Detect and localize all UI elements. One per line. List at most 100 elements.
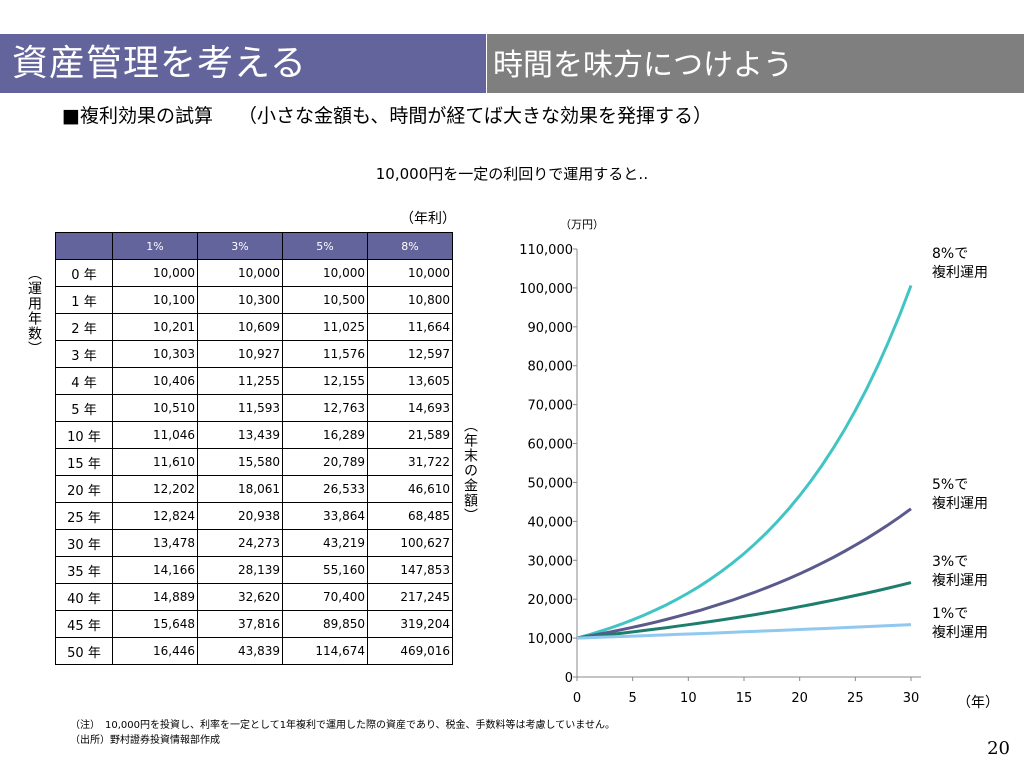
x-tick-label: 25 <box>847 691 864 706</box>
table-body: 0 年 10,000 10,000 10,000 10,000 1 年 10,100 10,3… <box>55 259 453 665</box>
y-tick-label: 70,000 <box>528 399 574 414</box>
y-tick-label: 90,000 <box>528 321 574 336</box>
y-tick-label: 0 <box>565 671 573 686</box>
y-tick-label: 20,000 <box>528 593 574 608</box>
value-cell: 10,609 <box>197 313 283 341</box>
y-tick-label: 50,000 <box>528 476 574 491</box>
page-number: 20 <box>987 738 1010 759</box>
value-cell: 15,648 <box>112 610 198 638</box>
value-cell: 10,800 <box>367 286 453 314</box>
x-tick-label: 15 <box>736 691 753 706</box>
year-cell: 35 年 <box>55 556 113 584</box>
value-cell: 12,597 <box>367 340 453 368</box>
y-tick-label: 60,000 <box>528 438 574 453</box>
series-line-1 <box>576 507 912 640</box>
table-row: 2 年 10,201 10,609 11,025 11,664 <box>55 313 453 341</box>
value-cell: 16,289 <box>282 421 368 449</box>
value-cell: 12,824 <box>112 502 198 530</box>
value-cell: 26,533 <box>282 475 368 503</box>
value-cell: 24,273 <box>197 529 283 557</box>
chart-title: 10,000円を一定の利回りで運用すると‥ <box>375 165 649 183</box>
y-tick-label: 40,000 <box>528 515 574 530</box>
table-row: 20 年 12,202 18,061 26,533 46,610 <box>55 475 453 503</box>
y-tick-label: 30,000 <box>528 554 574 569</box>
table-row: 1 年 10,100 10,300 10,500 10,800 <box>55 286 453 314</box>
series-line-2 <box>576 581 912 640</box>
table-header-row: 1% 3% 5% 8% <box>55 232 453 260</box>
year-cell: 2 年 <box>55 313 113 341</box>
value-cell: 32,620 <box>197 583 283 611</box>
x-tick-label: 0 <box>573 691 581 706</box>
page-subtitle: 時間を味方につけよう <box>487 34 1024 93</box>
year-cell: 45 年 <box>55 610 113 638</box>
value-cell: 11,593 <box>197 394 283 422</box>
x-unit-label: （年） <box>957 695 999 711</box>
table-row: 3 年 10,303 10,927 11,576 12,597 <box>55 340 453 368</box>
table-row: 4 年 10,406 11,255 12,155 13,605 <box>55 367 453 395</box>
column-header: 3% <box>197 232 283 260</box>
table-row: 35 年 14,166 28,139 55,160 147,853 <box>55 556 453 584</box>
column-header: 8% <box>367 232 453 260</box>
table-row: 50 年 16,446 43,839 114,674 469,016 <box>55 637 453 665</box>
value-cell: 43,839 <box>197 637 283 665</box>
value-cell: 28,139 <box>197 556 283 584</box>
legend-label-1: 1%で 複利運用 <box>932 606 988 641</box>
value-cell: 13,605 <box>367 367 453 395</box>
value-cell: 469,016 <box>367 637 453 665</box>
value-cell: 16,446 <box>112 637 198 665</box>
table-row: 5 年 10,510 11,593 12,763 14,693 <box>55 394 453 422</box>
value-cell: 10,000 <box>197 259 283 287</box>
value-cell: 89,850 <box>282 610 368 638</box>
x-tick-label: 10 <box>680 691 697 706</box>
column-header: 5% <box>282 232 368 260</box>
legend-label-5: 5%で 複利運用 <box>932 477 988 512</box>
x-tick-label: 20 <box>791 691 808 706</box>
value-cell: 43,219 <box>282 529 368 557</box>
value-cell: 10,100 <box>112 286 198 314</box>
value-cell: 10,510 <box>112 394 198 422</box>
table-row: 0 年 10,000 10,000 10,000 10,000 <box>55 259 453 287</box>
value-cell: 12,202 <box>112 475 198 503</box>
y-tick-label: 100,000 <box>519 282 573 297</box>
legend-label-3: 3%で 複利運用 <box>932 554 988 589</box>
year-cell: 50 年 <box>55 637 113 665</box>
value-cell: 319,204 <box>367 610 453 638</box>
value-cell: 10,406 <box>112 367 198 395</box>
source-note: （出所）野村證券投資情報部作成 <box>70 735 220 746</box>
value-cell: 14,889 <box>112 583 198 611</box>
amount-unit-label: （万円） <box>560 218 604 231</box>
value-cell: 11,610 <box>112 448 198 476</box>
y-tick-label: 80,000 <box>528 360 574 375</box>
value-cell: 14,693 <box>367 394 453 422</box>
y-tick-label: 10,000 <box>528 632 574 647</box>
table-row: 40 年 14,889 32,620 70,400 217,245 <box>55 583 453 611</box>
footnote: （注） 10,000円を投資し、利率を一定として1年複利で運用した際の資産であり… <box>70 720 615 731</box>
legend-label-8: 8%で 複利運用 <box>932 246 988 281</box>
year-cell: 3 年 <box>55 340 113 368</box>
rate-unit-label: （年利） <box>400 211 456 227</box>
value-cell: 21,589 <box>367 421 453 449</box>
value-cell: 20,789 <box>282 448 368 476</box>
year-cell: 20 年 <box>55 475 113 503</box>
compound-table: 1% 3% 5% 8% 0 年 10,000 10,000 10,000 10,000 1… <box>55 232 453 665</box>
table-row: 15 年 11,610 15,580 20,789 31,722 <box>55 448 453 476</box>
series-line-0 <box>576 284 913 640</box>
value-cell: 55,160 <box>282 556 368 584</box>
value-cell: 37,816 <box>197 610 283 638</box>
value-cell: 18,061 <box>197 475 283 503</box>
value-cell: 10,303 <box>112 340 198 368</box>
table-row: 25 年 12,824 20,938 33,864 68,485 <box>55 502 453 530</box>
value-cell: 11,664 <box>367 313 453 341</box>
y-tick-label: 110,000 <box>519 243 573 258</box>
value-cell: 10,000 <box>112 259 198 287</box>
year-cell: 40 年 <box>55 583 113 611</box>
value-cell: 10,000 <box>282 259 368 287</box>
x-tick-label: 30 <box>903 691 920 706</box>
section-heading: ■複利効果の試算 （小さな金額も、時間が経てば大きな効果を発揮する） <box>62 105 713 127</box>
years-axis-label: （運用年数） <box>26 266 42 356</box>
series-line-3 <box>576 623 912 640</box>
table-row: 45 年 15,648 37,816 89,850 319,204 <box>55 610 453 638</box>
year-cell: 0 年 <box>55 259 113 287</box>
value-cell: 147,853 <box>367 556 453 584</box>
